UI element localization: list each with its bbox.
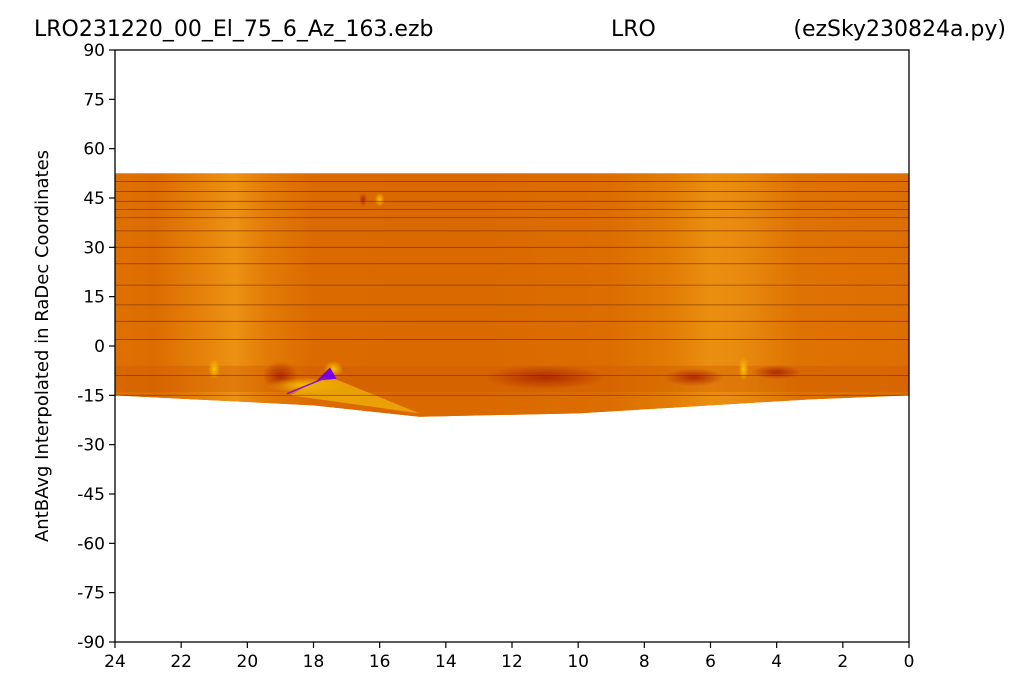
dark-region <box>485 365 606 390</box>
scan-lines <box>115 181 909 396</box>
x-tick-label: 2 <box>837 652 848 672</box>
dark-spot <box>359 192 368 207</box>
chart-title: LRO231220_00_El_75_6_Az_163.ezb LRO (ezS… <box>34 17 1006 42</box>
y-tick-label: 60 <box>83 140 105 160</box>
y-tick-label: -15 <box>77 386 105 406</box>
y-tick-label: -75 <box>77 584 105 604</box>
low-minimum <box>316 367 337 381</box>
x-tick-label: 0 <box>904 652 915 672</box>
y-tick-label: -60 <box>77 534 105 554</box>
x-tick-label: 10 <box>567 652 589 672</box>
x-tick-label: 4 <box>771 652 782 672</box>
hot-region <box>738 357 749 382</box>
y-tick-label: 75 <box>83 90 105 110</box>
hot-region <box>208 359 221 380</box>
title-filename: LRO231220_00_El_75_6_Az_163.ezb <box>34 17 433 42</box>
x-tick-label: 6 <box>705 652 716 672</box>
x-tick-label: 12 <box>501 652 523 672</box>
ra-brightness-overlay <box>115 173 909 417</box>
x-tick-label: 16 <box>369 652 391 672</box>
dark-region <box>751 365 802 380</box>
y-tick-label: 15 <box>83 288 105 308</box>
x-tick-label: 24 <box>104 652 126 672</box>
bright-wedge <box>290 375 420 414</box>
x-tick-label: 20 <box>237 652 259 672</box>
title-station: LRO <box>611 17 656 42</box>
dark-region <box>663 368 724 387</box>
y-tick-label: -90 <box>77 633 105 653</box>
x-axis: 24 22 20 18 16 14 12 10 8 6 4 2 0 <box>104 642 914 672</box>
y-tick-label: -45 <box>77 485 105 505</box>
heatmap-area <box>115 173 909 417</box>
y-tick-label: 45 <box>83 189 105 209</box>
y-tick-label: -30 <box>77 436 105 456</box>
x-tick-label: 18 <box>303 652 325 672</box>
x-tick-label: 22 <box>170 652 192 672</box>
y-tick-label: 30 <box>83 238 105 258</box>
y-tick-label: 0 <box>94 337 105 357</box>
title-program: (ezSky230824a.py) <box>793 17 1006 42</box>
x-tick-label: 8 <box>639 652 650 672</box>
y-axis-label: AntBAvg Interpolated in RaDec Coordinate… <box>32 150 53 542</box>
y-tick-label: 90 <box>83 41 105 61</box>
low-streak <box>286 376 328 395</box>
x-tick-label: 14 <box>435 652 457 672</box>
hot-region <box>374 192 385 207</box>
y-axis: 90 75 60 45 30 15 0 -15 -30 -45 -60 -75 -90 <box>77 41 115 653</box>
